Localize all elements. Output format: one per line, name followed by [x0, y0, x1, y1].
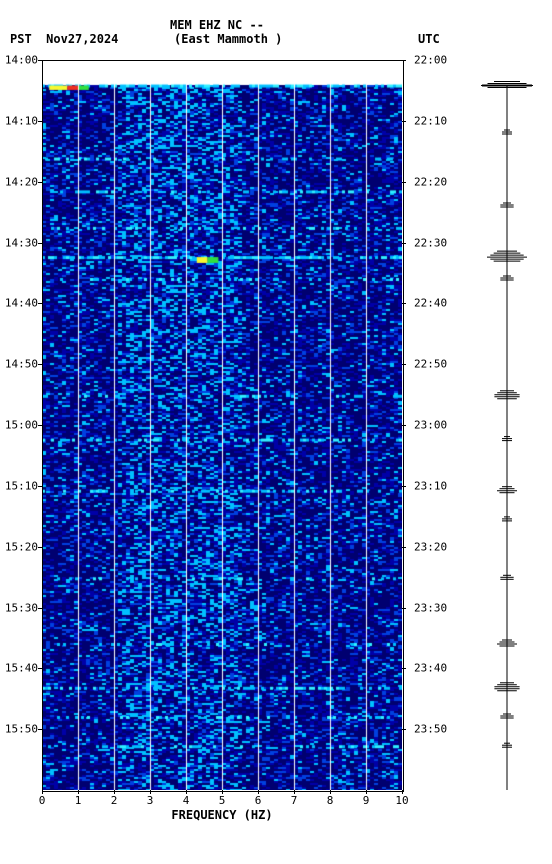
left-tick: 14:40: [5, 297, 38, 310]
left-tick: 15:50: [5, 723, 38, 736]
right-tick: 22:30: [414, 236, 447, 249]
left-tick: 14:50: [5, 358, 38, 371]
date: Nov27,2024: [46, 32, 118, 46]
right-tz: UTC: [418, 32, 440, 46]
right-tick: 23:50: [414, 723, 447, 736]
x-axis: FREQUENCY (HZ) 012345678910: [42, 790, 402, 830]
left-tick: 15:30: [5, 601, 38, 614]
left-tick: 14:20: [5, 175, 38, 188]
left-tick: 15:10: [5, 479, 38, 492]
right-tick: 22:50: [414, 358, 447, 371]
left-time-axis: 14:0014:1014:2014:3014:4014:5015:0015:10…: [0, 60, 42, 790]
station-id: MEM EHZ NC --: [170, 18, 264, 32]
left-tick: 14:00: [5, 54, 38, 67]
right-tick: 23:30: [414, 601, 447, 614]
waveform-panel: [480, 60, 534, 790]
x-axis-label: FREQUENCY (HZ): [42, 808, 402, 822]
location: (East Mammoth ): [174, 32, 282, 46]
x-tick: 10: [395, 794, 408, 807]
right-time-axis: 22:0022:1022:2022:3022:4022:5023:0023:10…: [402, 60, 452, 790]
x-tick: 5: [219, 794, 226, 807]
right-tick: 22:20: [414, 175, 447, 188]
x-tick: 0: [39, 794, 46, 807]
waveform-svg: [480, 60, 534, 790]
x-tick: 2: [111, 794, 118, 807]
right-tick: 23:00: [414, 419, 447, 432]
right-tick: 22:10: [414, 114, 447, 127]
left-tick: 15:40: [5, 662, 38, 675]
left-tick: 14:10: [5, 114, 38, 127]
left-tick: 14:30: [5, 236, 38, 249]
x-tick: 4: [183, 794, 190, 807]
x-tick: 7: [291, 794, 298, 807]
x-tick: 6: [255, 794, 262, 807]
left-timezone-date: PST Nov27,2024: [10, 32, 118, 46]
spectrogram-canvas: [42, 60, 402, 790]
right-tick: 22:40: [414, 297, 447, 310]
left-tz: PST: [10, 32, 32, 46]
spectrogram-panel: [42, 60, 402, 790]
x-tick: 1: [75, 794, 82, 807]
x-tick: 9: [363, 794, 370, 807]
right-tick: 22:00: [414, 54, 447, 67]
right-tick: 23:20: [414, 540, 447, 553]
left-tick: 15:20: [5, 540, 38, 553]
right-tick: 23:40: [414, 662, 447, 675]
x-tick: 3: [147, 794, 154, 807]
right-tick: 23:10: [414, 479, 447, 492]
x-tick: 8: [327, 794, 334, 807]
left-tick: 15:00: [5, 419, 38, 432]
